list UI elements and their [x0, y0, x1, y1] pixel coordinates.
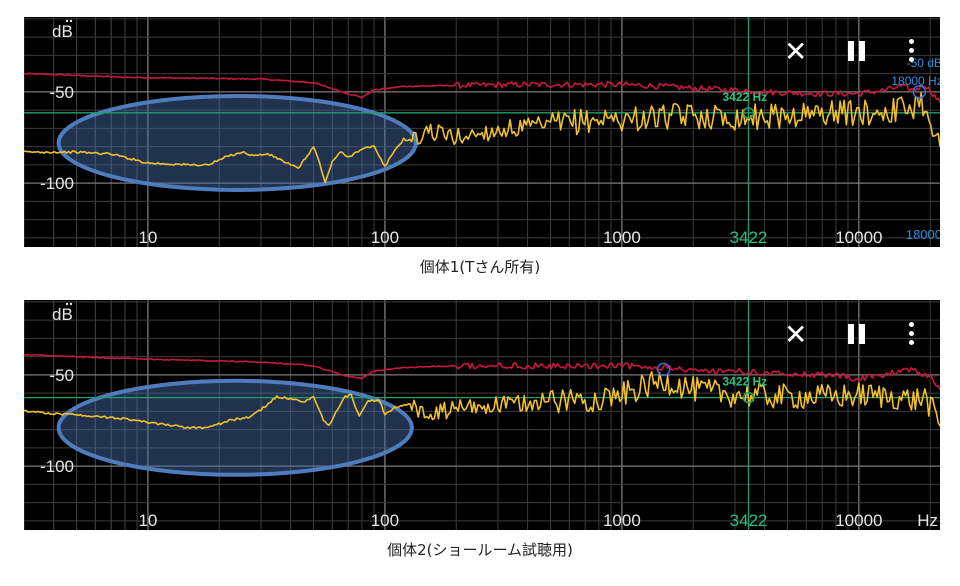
more-options-icon[interactable]	[908, 39, 916, 63]
x-tick-label: 1000	[603, 228, 641, 247]
y-unit-label: dB	[52, 22, 73, 41]
pause-icon[interactable]	[848, 324, 866, 344]
cursor-freq-label: 3422	[730, 511, 768, 530]
y-tick-label: -100	[40, 457, 74, 476]
close-icon[interactable]: ✕	[784, 36, 808, 67]
y-tick-label: -50	[49, 83, 74, 102]
peak-marker	[656, 362, 671, 377]
x-tick-label: 1000	[603, 511, 641, 530]
x-tick-label: 100	[371, 228, 399, 247]
highlight-ellipse	[56, 93, 418, 192]
x-unit-label: Hz	[917, 511, 938, 530]
series-line-spectrum	[24, 92, 940, 184]
x-tick-label: 10000	[835, 511, 882, 530]
chart-caption-1: 個体1(Tさん所有)	[419, 258, 541, 276]
y-unit-label: dB	[52, 305, 73, 324]
cursor-freq-label: 3422	[730, 228, 768, 247]
y-unit-dot	[65, 302, 69, 306]
cursor-marker	[742, 391, 755, 404]
cursor-readout: 3422 Hz	[722, 90, 767, 104]
peak-marker	[912, 85, 927, 99]
x-tick-label: 100	[371, 511, 399, 530]
y-tick-label: -100	[40, 174, 74, 193]
grid	[24, 17, 940, 247]
cursor-marker	[742, 107, 755, 119]
series-line-peak-hold	[24, 353, 940, 390]
spectrum-panel-1: dB -50 -100 10 100 1000 10000 3422 3422 Hz -50 dB…	[24, 17, 940, 247]
x-tick-label: 10	[138, 511, 157, 530]
series-line-spectrum	[24, 371, 940, 430]
close-icon[interactable]: ✕	[784, 319, 808, 350]
marker-freq-axis-label: 18000	[906, 227, 940, 242]
marker-freq-readout: 18000 Hz	[891, 74, 940, 88]
series-line-peak-hold	[24, 72, 940, 104]
spectrum-panel-2: dB -50 -100 10 100 1000 10000 3422 3422 Hz Hz ✕	[24, 300, 940, 530]
spectrum-chart-1: dB -50 -100 10 100 1000 10000 3422 3422 Hz -50 dB…	[24, 17, 940, 247]
cursor-readout: 3422 Hz	[722, 375, 767, 389]
y-tick-label: -50	[49, 366, 74, 385]
highlight-ellipse	[56, 378, 414, 477]
y-unit-dot	[69, 19, 73, 23]
y-unit-dot	[65, 19, 69, 23]
pause-icon[interactable]	[848, 41, 866, 61]
marker-level-readout: -50 dB	[907, 56, 940, 70]
x-tick-label: 10	[138, 228, 157, 247]
y-unit-dot	[69, 302, 73, 306]
more-options-icon[interactable]	[908, 322, 916, 346]
chart-caption-2: 個体2(ショールーム試聴用)	[387, 541, 573, 559]
x-tick-label: 10000	[835, 228, 882, 247]
